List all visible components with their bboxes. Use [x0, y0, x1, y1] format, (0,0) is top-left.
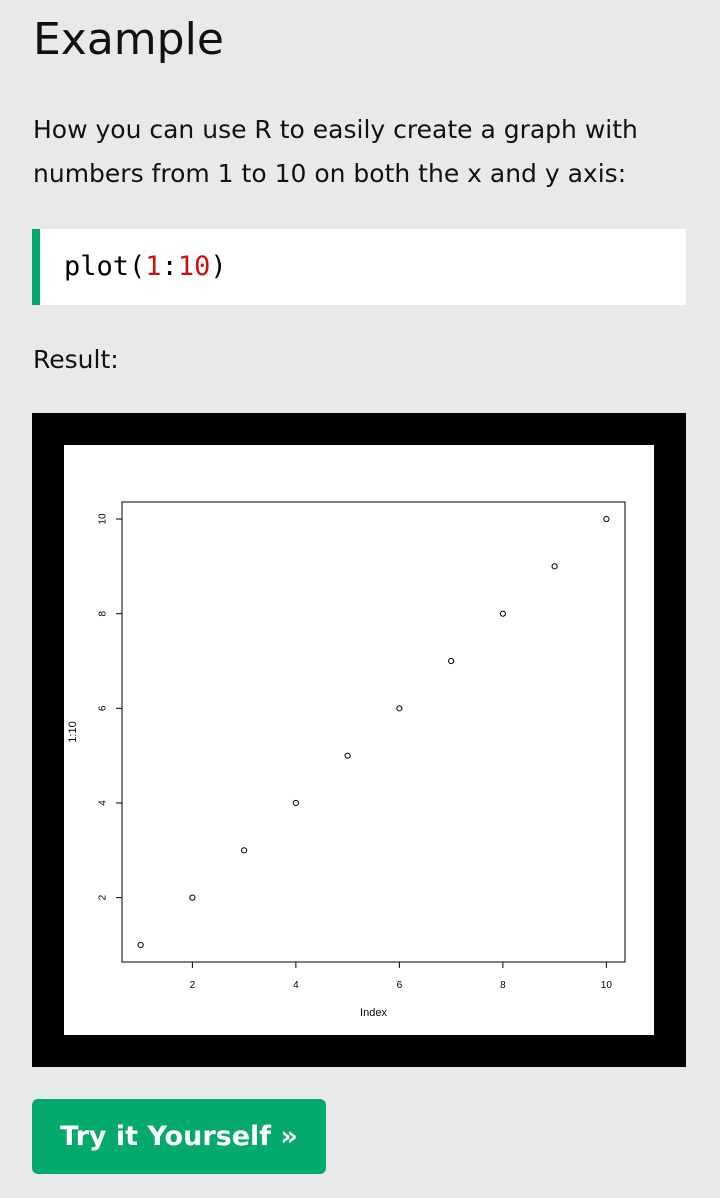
plot-canvas: 2 4 6 8 10 2 4 6 8 10 Index 1:10: [64, 445, 654, 1035]
code-number-end: 10: [177, 251, 211, 282]
code-number-start: 1: [145, 251, 162, 282]
y-tick-label: 6: [98, 705, 109, 711]
x-axis-label: Index: [360, 1007, 387, 1019]
data-point: [292, 799, 299, 807]
x-tick-label: 10: [601, 980, 613, 991]
data-point: [448, 657, 455, 665]
code-separator: :: [161, 251, 178, 282]
x-tick-label: 8: [500, 980, 506, 991]
code-function: plot(: [64, 251, 146, 282]
x-tick-label: 6: [397, 980, 403, 991]
y-tick-label: 2: [98, 894, 109, 900]
scatter-plot: 2 4 6 8 10 2 4 6 8 10 Index 1:10: [67, 501, 626, 1019]
data-point: [137, 941, 144, 949]
x-tick-label: 2: [190, 980, 196, 991]
data-point: [189, 894, 196, 901]
code-close-paren: ): [210, 251, 227, 282]
code-line: plot(1:10): [64, 247, 227, 287]
plot-box: [121, 501, 626, 963]
data-point: [603, 515, 610, 523]
data-point: [241, 847, 248, 854]
data-point: [551, 563, 558, 570]
data-point: [344, 752, 351, 759]
data-point: [396, 705, 403, 712]
result-image-frame: 2 4 6 8 10 2 4 6 8 10 Index 1:10: [32, 413, 686, 1067]
y-tick-label: 10: [98, 513, 109, 525]
code-example: plot(1:10): [32, 229, 686, 305]
intro-text: How you can use R to easily create a gra…: [33, 115, 638, 188]
result-label: Result:: [33, 345, 119, 374]
page-title: Example: [33, 14, 224, 65]
try-it-yourself-button[interactable]: Try it Yourself »: [32, 1099, 326, 1174]
x-tick-label: 4: [293, 980, 299, 991]
y-axis-label: 1:10: [67, 721, 79, 742]
y-tick-label: 4: [98, 800, 109, 806]
y-tick-label: 8: [98, 610, 109, 616]
data-point: [499, 610, 506, 617]
